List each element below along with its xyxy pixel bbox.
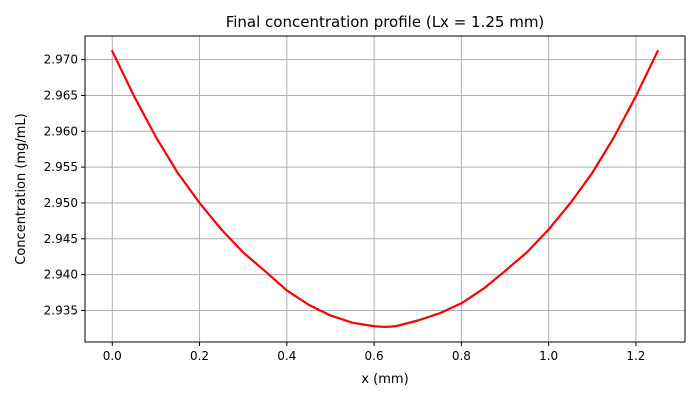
grid (85, 36, 685, 342)
y-tick-label: 2.965 (44, 88, 78, 102)
y-tick-label: 2.945 (44, 232, 78, 246)
plot-frame (84, 35, 686, 343)
series-line (111, 49, 659, 329)
x-tick-label: 0.0 (103, 349, 122, 363)
y-tick-label: 2.960 (44, 124, 78, 138)
x-tick-label: 0.2 (190, 349, 209, 363)
x-tick-label: 0.6 (365, 349, 384, 363)
x-tick-label: 0.8 (452, 349, 471, 363)
x-tick-label: 1.2 (626, 349, 645, 363)
series-layer (111, 49, 659, 329)
y-tick-label: 2.940 (44, 268, 78, 282)
y-tick-label: 2.950 (44, 196, 78, 210)
y-tick-label: 2.935 (44, 303, 78, 317)
x-axis-label: x (mm) (361, 372, 408, 387)
x-tick-label: 1.0 (539, 349, 558, 363)
y-tick-label: 2.970 (44, 53, 78, 67)
y-axis-label: Concentration (mg/mL) (14, 113, 29, 264)
axis-ticks: 0.0 0.2 0.4 0.6 0.8 1.0 1.2 2.935 2.940 2.945 2.95… (44, 53, 646, 363)
chart-title: Final concentration profile (Lx = 1.25 m… (226, 13, 545, 31)
x-tick-label: 0.4 (277, 349, 296, 363)
y-tick-label: 2.955 (44, 160, 78, 174)
